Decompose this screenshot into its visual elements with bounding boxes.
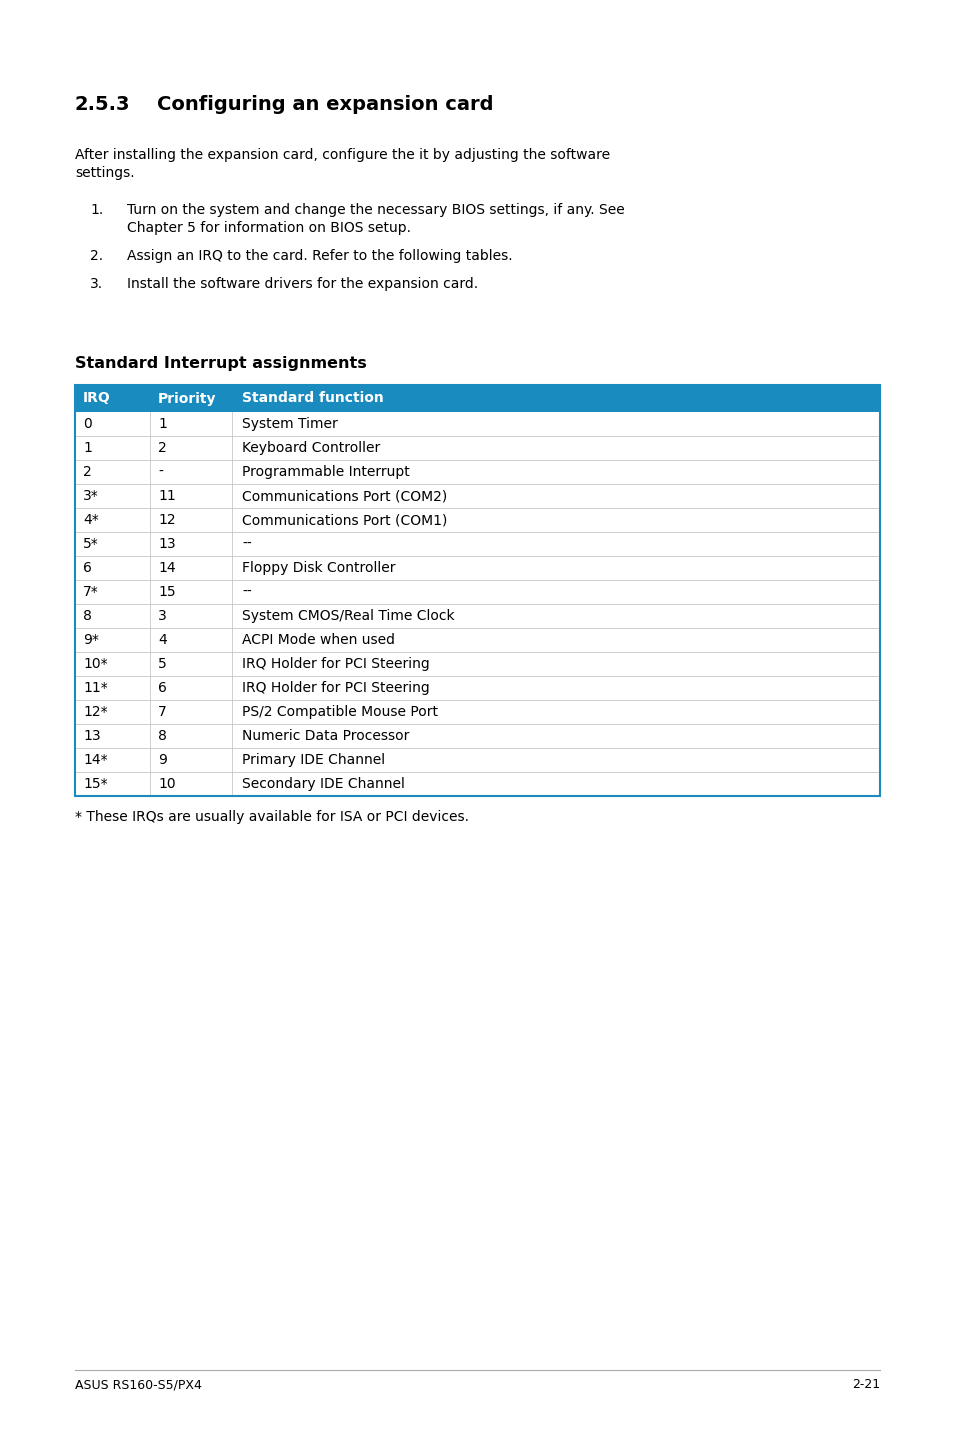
- Bar: [75, 723, 879, 748]
- Text: 5*: 5*: [83, 536, 99, 551]
- Text: 2.: 2.: [90, 249, 103, 263]
- Text: 0: 0: [83, 417, 91, 431]
- Text: 15: 15: [158, 585, 175, 600]
- Bar: [75, 676, 879, 700]
- Text: Programmable Interrupt: Programmable Interrupt: [242, 464, 410, 479]
- Text: Primary IDE Channel: Primary IDE Channel: [242, 754, 385, 766]
- Text: 15*: 15*: [83, 777, 108, 791]
- Text: Assign an IRQ to the card. Refer to the following tables.: Assign an IRQ to the card. Refer to the …: [127, 249, 512, 263]
- Bar: [75, 532, 879, 557]
- Text: 3.: 3.: [90, 278, 103, 290]
- Text: Floppy Disk Controller: Floppy Disk Controller: [242, 561, 395, 575]
- Text: System CMOS/Real Time Clock: System CMOS/Real Time Clock: [242, 610, 455, 623]
- Text: 10: 10: [158, 777, 175, 791]
- Bar: [75, 748, 879, 772]
- Text: 14*: 14*: [83, 754, 108, 766]
- Text: Priority: Priority: [158, 391, 216, 406]
- Bar: [75, 385, 879, 413]
- Text: 13: 13: [158, 536, 175, 551]
- Bar: [75, 485, 879, 508]
- Text: 9*: 9*: [83, 633, 99, 647]
- Text: 1: 1: [158, 417, 167, 431]
- Text: settings.: settings.: [75, 165, 134, 180]
- Bar: [75, 772, 879, 797]
- Text: 2: 2: [83, 464, 91, 479]
- Bar: [75, 460, 879, 485]
- Text: Keyboard Controller: Keyboard Controller: [242, 441, 380, 454]
- Text: 3*: 3*: [83, 489, 99, 503]
- Text: Turn on the system and change the necessary BIOS settings, if any. See: Turn on the system and change the necess…: [127, 203, 624, 217]
- Text: --: --: [242, 585, 252, 600]
- Text: 9: 9: [158, 754, 167, 766]
- Text: IRQ Holder for PCI Steering: IRQ Holder for PCI Steering: [242, 682, 429, 695]
- Text: ASUS RS160-S5/PX4: ASUS RS160-S5/PX4: [75, 1378, 202, 1391]
- Bar: [75, 508, 879, 532]
- Text: 12*: 12*: [83, 705, 108, 719]
- Text: Install the software drivers for the expansion card.: Install the software drivers for the exp…: [127, 278, 477, 290]
- Text: 2.5.3: 2.5.3: [75, 95, 131, 114]
- Text: Configuring an expansion card: Configuring an expansion card: [157, 95, 493, 114]
- Text: After installing the expansion card, configure the it by adjusting the software: After installing the expansion card, con…: [75, 148, 610, 162]
- Text: Chapter 5 for information on BIOS setup.: Chapter 5 for information on BIOS setup.: [127, 221, 411, 234]
- Text: 7: 7: [158, 705, 167, 719]
- Text: 6: 6: [83, 561, 91, 575]
- Text: 13: 13: [83, 729, 100, 743]
- Bar: [75, 557, 879, 580]
- Bar: [75, 580, 879, 604]
- Text: Standard function: Standard function: [242, 391, 383, 406]
- Text: System Timer: System Timer: [242, 417, 337, 431]
- Text: -: -: [158, 464, 163, 479]
- Text: Communications Port (COM2): Communications Port (COM2): [242, 489, 447, 503]
- Text: PS/2 Compatible Mouse Port: PS/2 Compatible Mouse Port: [242, 705, 437, 719]
- Text: 2-21: 2-21: [851, 1378, 879, 1391]
- Text: IRQ: IRQ: [83, 391, 111, 406]
- Text: 6: 6: [158, 682, 167, 695]
- Text: Numeric Data Processor: Numeric Data Processor: [242, 729, 409, 743]
- Text: 8: 8: [83, 610, 91, 623]
- Text: 3: 3: [158, 610, 167, 623]
- Text: 1.: 1.: [90, 203, 103, 217]
- Text: Communications Port (COM1): Communications Port (COM1): [242, 513, 447, 526]
- Text: * These IRQs are usually available for ISA or PCI devices.: * These IRQs are usually available for I…: [75, 810, 469, 824]
- Text: 10*: 10*: [83, 657, 108, 672]
- Text: 4*: 4*: [83, 513, 99, 526]
- Bar: [75, 436, 879, 460]
- Text: ACPI Mode when used: ACPI Mode when used: [242, 633, 395, 647]
- Text: 11: 11: [158, 489, 175, 503]
- Text: Secondary IDE Channel: Secondary IDE Channel: [242, 777, 404, 791]
- Bar: [75, 700, 879, 723]
- Text: --: --: [242, 536, 252, 551]
- Text: 4: 4: [158, 633, 167, 647]
- Text: 12: 12: [158, 513, 175, 526]
- Text: 1: 1: [83, 441, 91, 454]
- Text: 11*: 11*: [83, 682, 108, 695]
- Text: 14: 14: [158, 561, 175, 575]
- Bar: [75, 604, 879, 628]
- Bar: [75, 651, 879, 676]
- Text: IRQ Holder for PCI Steering: IRQ Holder for PCI Steering: [242, 657, 429, 672]
- Bar: [75, 413, 879, 436]
- Text: Standard Interrupt assignments: Standard Interrupt assignments: [75, 357, 366, 371]
- Bar: [75, 628, 879, 651]
- Bar: [75, 385, 879, 797]
- Text: 2: 2: [158, 441, 167, 454]
- Text: 7*: 7*: [83, 585, 99, 600]
- Text: 5: 5: [158, 657, 167, 672]
- Text: 8: 8: [158, 729, 167, 743]
